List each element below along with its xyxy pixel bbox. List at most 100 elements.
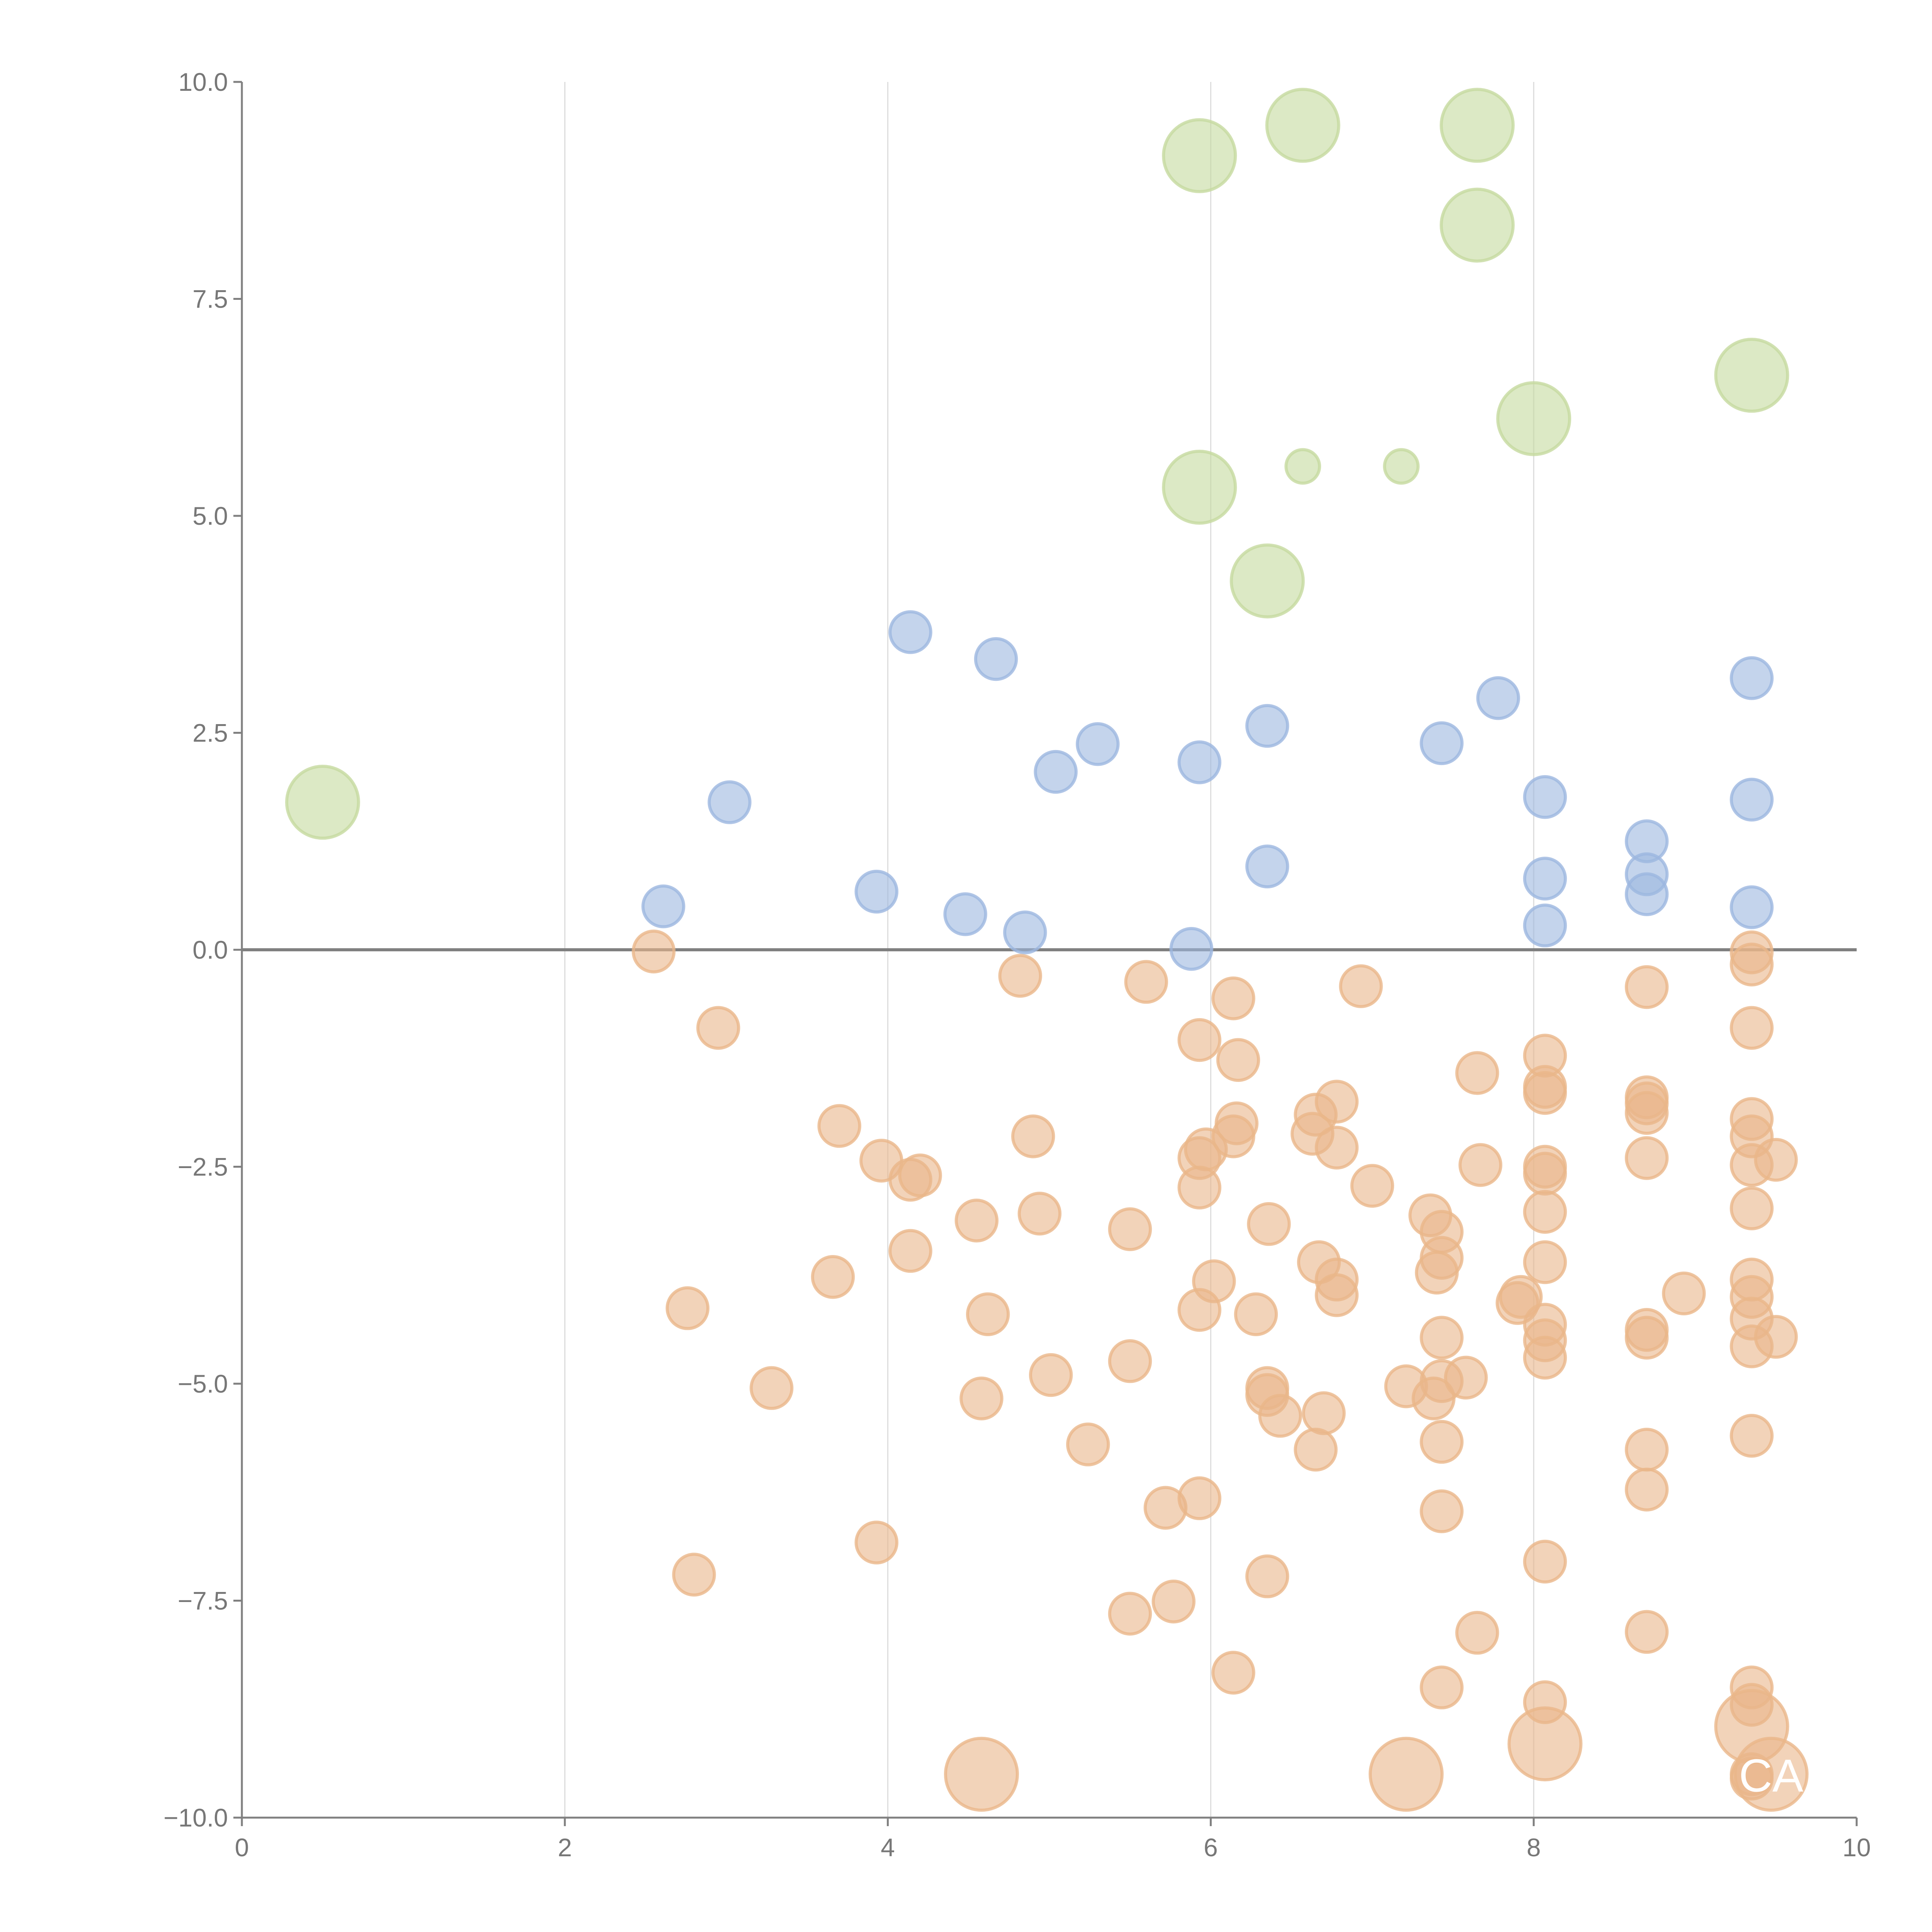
point-orange <box>1011 1114 1055 1158</box>
point-orange <box>665 1286 710 1330</box>
point-blue <box>888 610 932 654</box>
point-orange <box>1455 1611 1499 1655</box>
point-orange <box>1444 1355 1488 1400</box>
x-tick-label: 0 <box>235 1833 249 1862</box>
point-orange <box>1177 1018 1221 1062</box>
y-tick: 2.5 <box>192 719 242 747</box>
point-orange <box>1216 1038 1260 1082</box>
y-tick-label: −2.5 <box>178 1153 228 1181</box>
x-tick: 8 <box>1527 1818 1541 1862</box>
point-orange <box>672 1553 716 1597</box>
point-orange <box>1315 1126 1359 1170</box>
point-orange <box>998 954 1042 998</box>
point-orange <box>1625 965 1669 1009</box>
point-orange <box>1017 1192 1062 1236</box>
point-blue <box>1034 750 1078 794</box>
point-orange <box>750 1366 794 1410</box>
point-orange <box>1151 1580 1196 1624</box>
point-blue <box>1730 656 1774 700</box>
x-tick-label: 8 <box>1527 1833 1541 1862</box>
point-blue <box>1523 775 1567 819</box>
point-blue <box>854 869 899 914</box>
point-blue <box>1177 740 1221 784</box>
y-tick: −2.5 <box>178 1153 242 1181</box>
point-orange <box>1294 1427 1338 1472</box>
point-orange <box>1523 1539 1567 1584</box>
point-orange <box>696 1006 740 1050</box>
y-tick: 10.0 <box>179 68 242 96</box>
point-orange <box>1247 1202 1291 1246</box>
point-orange <box>1177 1476 1221 1520</box>
point-green <box>1284 448 1321 485</box>
x-tick: 10 <box>1842 1818 1871 1862</box>
point-green <box>1162 449 1237 525</box>
point-orange <box>1108 1592 1152 1636</box>
point-orange <box>1625 1316 1669 1360</box>
point-orange <box>888 1229 932 1273</box>
point-orange <box>1302 1391 1346 1435</box>
point-green <box>1439 88 1515 163</box>
point-orange <box>1412 1376 1456 1420</box>
point-orange <box>1625 1091 1669 1135</box>
point-orange <box>1029 1353 1073 1397</box>
x-tick: 4 <box>881 1818 895 1862</box>
point-orange <box>1211 1114 1255 1158</box>
point-orange <box>1108 1339 1152 1383</box>
y-tick-label: 0.0 <box>192 935 228 964</box>
point-orange <box>1369 1736 1444 1812</box>
point-orange <box>1507 1706 1583 1782</box>
point-orange <box>1420 1489 1464 1533</box>
point-orange <box>854 1520 899 1565</box>
series-orange <box>631 929 1809 1812</box>
point-orange <box>1124 960 1168 1004</box>
annotations: CA <box>1739 1750 1803 1802</box>
y-tick: 0.0 <box>192 935 242 964</box>
point-green <box>1714 338 1789 413</box>
point-blue <box>974 637 1018 681</box>
point-orange <box>1339 964 1383 1009</box>
point-orange <box>898 1153 942 1197</box>
point-blue <box>1420 721 1464 765</box>
point-orange <box>1499 1275 1543 1319</box>
x-tick: 6 <box>1204 1818 1218 1862</box>
point-orange <box>1730 1186 1774 1231</box>
y-tick-label: 7.5 <box>192 285 228 313</box>
point-blue <box>1523 903 1567 947</box>
point-orange <box>1458 1143 1502 1187</box>
point-orange <box>1730 1006 1774 1050</box>
point-orange <box>631 929 676 974</box>
x-tick-label: 4 <box>881 1833 895 1862</box>
point-blue <box>1730 885 1774 929</box>
point-blue <box>707 780 752 824</box>
point-orange <box>1523 1335 1567 1380</box>
point-orange <box>1523 1151 1567 1196</box>
point-blue <box>1625 872 1669 916</box>
point-orange <box>1754 1138 1798 1182</box>
point-orange <box>1234 1292 1278 1337</box>
point-orange <box>1662 1271 1706 1316</box>
point-blue <box>1730 777 1774 822</box>
point-orange <box>1523 1071 1567 1115</box>
y-tick: −5.0 <box>178 1369 242 1398</box>
point-orange <box>817 1104 861 1148</box>
point-blue <box>943 892 987 936</box>
point-orange <box>811 1255 855 1299</box>
point-orange <box>1730 942 1774 986</box>
point-blue <box>1245 704 1289 748</box>
x-tick: 2 <box>558 1818 572 1862</box>
x-tick-label: 2 <box>558 1833 572 1862</box>
point-green <box>285 765 360 840</box>
point-blue <box>641 884 685 929</box>
x-tick-label: 10 <box>1842 1833 1871 1862</box>
point-green <box>1383 448 1420 485</box>
point-orange <box>1625 1427 1669 1472</box>
point-orange <box>1455 1051 1499 1095</box>
point-blue <box>1523 857 1567 901</box>
point-orange <box>1420 1316 1464 1360</box>
point-orange <box>1625 1468 1669 1512</box>
point-orange <box>1523 1190 1567 1234</box>
point-blue <box>1076 722 1120 766</box>
point-orange <box>1730 1414 1774 1458</box>
point-orange <box>1625 1136 1669 1180</box>
y-tick-label: 10.0 <box>179 68 228 96</box>
